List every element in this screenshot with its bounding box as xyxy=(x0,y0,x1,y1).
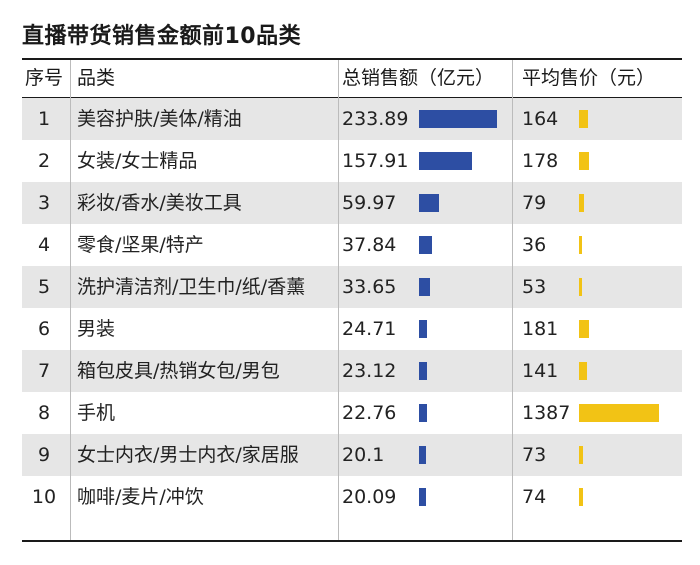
rank-cell: 4 xyxy=(37,234,51,256)
table-row: 1 美容护肤/美体/精油 233.89 164 xyxy=(22,98,682,140)
sales-value: 33.65 xyxy=(342,276,397,298)
sales-bar xyxy=(419,446,426,464)
category-cell: 男装 xyxy=(77,318,116,340)
sales-value: 37.84 xyxy=(342,234,397,256)
rank-cell: 10 xyxy=(31,486,57,508)
price-value: 164 xyxy=(522,108,559,130)
price-value: 53 xyxy=(522,276,547,298)
price-value: 74 xyxy=(522,486,547,508)
rank-cell: 1 xyxy=(37,108,51,130)
column-divider-rank xyxy=(70,60,71,540)
column-divider-category xyxy=(338,60,339,540)
header-sales: 总销售额（亿元） xyxy=(342,67,495,89)
table-row: 10 咖啡/麦片/冲饮 20.09 74 xyxy=(22,476,682,518)
table-row: 4 零食/坚果/特产 37.84 36 xyxy=(22,224,682,266)
price-value: 181 xyxy=(522,318,559,340)
price-bar xyxy=(579,236,582,254)
sales-bar xyxy=(419,488,426,506)
category-cell: 零食/坚果/特产 xyxy=(77,234,204,256)
price-bar xyxy=(579,278,583,296)
price-bar xyxy=(579,110,589,128)
column-divider-sales xyxy=(512,60,513,540)
header-rank: 序号 xyxy=(24,67,63,89)
category-cell: 女装/女士精品 xyxy=(77,150,198,172)
category-cell: 彩妆/香水/美妆工具 xyxy=(77,192,242,214)
table-top-rule xyxy=(22,58,682,60)
price-bar xyxy=(579,404,659,422)
price-value: 1387 xyxy=(522,402,571,424)
table-row: 5 洗护清洁剂/卫生巾/纸/香薰 33.65 53 xyxy=(22,266,682,308)
sales-value: 233.89 xyxy=(342,108,409,130)
table-row: 2 女装/女士精品 157.91 178 xyxy=(22,140,682,182)
table-row: 6 男装 24.71 181 xyxy=(22,308,682,350)
sales-bar xyxy=(419,236,432,254)
table-row: 7 箱包皮具/热销女包/男包 23.12 141 xyxy=(22,350,682,392)
chart-title: 直播带货销售金额前10品类 xyxy=(22,24,302,49)
table-row: 8 手机 22.76 1387 xyxy=(22,392,682,434)
sales-value: 23.12 xyxy=(342,360,397,382)
price-bar xyxy=(579,446,584,464)
sales-bar xyxy=(419,194,439,212)
header-price: 平均售价（元） xyxy=(522,67,656,89)
price-value: 36 xyxy=(522,234,547,256)
sales-value: 22.76 xyxy=(342,402,397,424)
sales-value: 20.1 xyxy=(342,444,385,466)
sales-bar xyxy=(419,278,431,296)
category-cell: 美容护肤/美体/精油 xyxy=(77,108,242,130)
rank-cell: 7 xyxy=(37,360,51,382)
table-header-row: 序号 品类 总销售额（亿元） 平均售价（元） xyxy=(22,60,682,97)
price-bar xyxy=(579,152,590,170)
sales-value: 157.91 xyxy=(342,150,409,172)
category-cell: 女士内衣/男士内衣/家居服 xyxy=(77,444,299,466)
rank-cell: 8 xyxy=(37,402,51,424)
rank-cell: 5 xyxy=(37,276,51,298)
category-cell: 洗护清洁剂/卫生巾/纸/香薰 xyxy=(77,276,306,298)
price-value: 73 xyxy=(522,444,547,466)
category-cell: 手机 xyxy=(77,402,116,424)
sales-bar xyxy=(419,320,428,338)
header-category: 品类 xyxy=(77,67,116,89)
rank-cell: 3 xyxy=(37,192,51,214)
sales-value: 59.97 xyxy=(342,192,397,214)
price-value: 79 xyxy=(522,192,547,214)
rank-cell: 2 xyxy=(37,150,51,172)
price-value: 178 xyxy=(522,150,559,172)
price-value: 141 xyxy=(522,360,559,382)
sales-bar xyxy=(419,110,497,128)
sales-bar xyxy=(419,362,427,380)
price-bar xyxy=(579,488,584,506)
table-row: 9 女士内衣/男士内衣/家居服 20.1 73 xyxy=(22,434,682,476)
rank-cell: 9 xyxy=(37,444,51,466)
table-header-rule xyxy=(22,97,682,98)
price-bar xyxy=(579,194,584,212)
table-bottom-rule xyxy=(22,540,682,542)
sales-bar xyxy=(419,152,472,170)
category-cell: 咖啡/麦片/冲饮 xyxy=(77,486,204,508)
table-row: 3 彩妆/香水/美妆工具 59.97 79 xyxy=(22,182,682,224)
sales-bar xyxy=(419,404,427,422)
data-table: 序号 品类 总销售额（亿元） 平均售价（元） 1 美容护肤/美体/精油 233.89… xyxy=(22,58,682,543)
price-bar xyxy=(579,320,590,338)
rank-cell: 6 xyxy=(37,318,51,340)
sales-value: 20.09 xyxy=(342,486,397,508)
category-cell: 箱包皮具/热销女包/男包 xyxy=(77,360,280,382)
price-bar xyxy=(579,362,588,380)
sales-value: 24.71 xyxy=(342,318,397,340)
